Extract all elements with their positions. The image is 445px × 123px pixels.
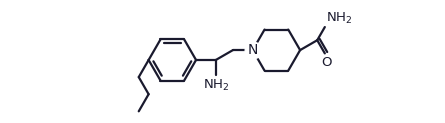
Text: N: N (247, 43, 258, 57)
Text: NH$_2$: NH$_2$ (326, 10, 353, 26)
Text: NH$_2$: NH$_2$ (202, 78, 229, 93)
Text: O: O (321, 56, 332, 69)
